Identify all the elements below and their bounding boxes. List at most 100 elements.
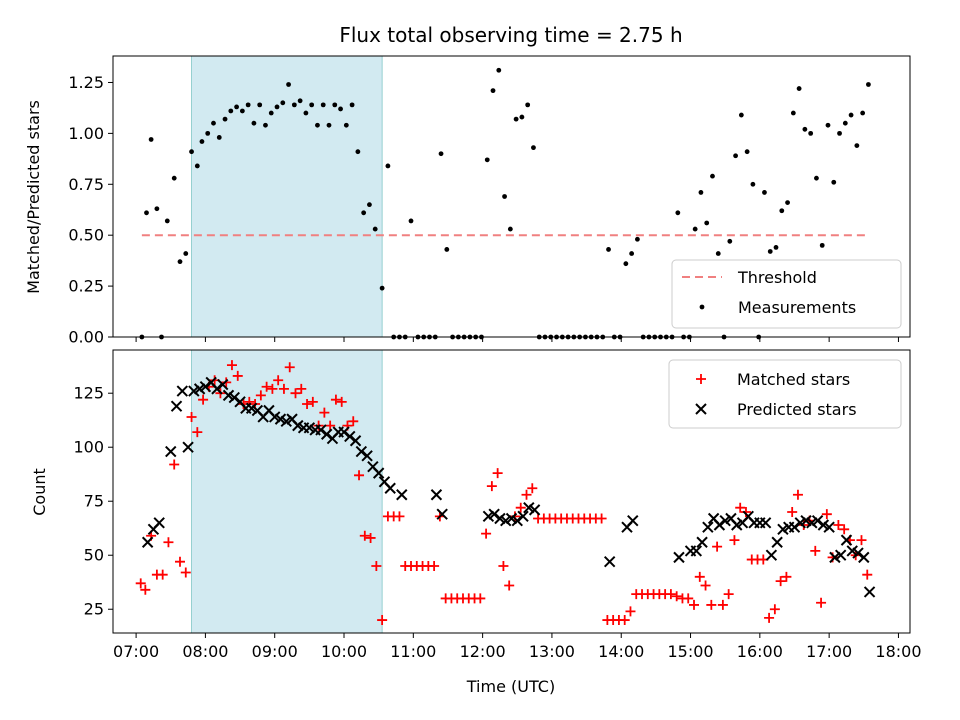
predicted-star-point <box>436 508 448 520</box>
matched-star-point <box>833 519 844 530</box>
bottom-y-tick-label: 50 <box>84 546 104 565</box>
measurement-point <box>837 130 842 136</box>
top-y-tick-label: 0.00 <box>68 328 104 347</box>
measurement-point <box>606 247 611 252</box>
top-y-tick-label: 1.00 <box>68 124 104 143</box>
measurement-point <box>291 102 297 108</box>
measurement-point <box>408 218 414 224</box>
measurement-point <box>144 210 149 216</box>
matched-star-point <box>486 481 497 492</box>
predicted-star-point <box>217 378 229 391</box>
matched-star-point <box>839 524 850 535</box>
matched-star-point <box>781 571 792 582</box>
matched-star-point <box>169 459 180 470</box>
legend-box <box>668 359 902 429</box>
matched-star-point <box>180 567 191 578</box>
bottom-y-tick-label: 100 <box>73 438 104 457</box>
measurement-point <box>183 251 189 256</box>
predicted-star-point <box>344 430 356 443</box>
matched-star-point <box>325 420 336 431</box>
bottom-x-tick-label: 17:00 <box>806 642 852 661</box>
predicted-star-point <box>211 383 223 395</box>
measurement-point <box>194 163 200 169</box>
bottom-x-tick-label: 09:00 <box>252 642 298 661</box>
matched-star-point <box>821 509 832 520</box>
matched-star-point <box>671 591 682 602</box>
bottom-axes-frame <box>112 349 911 634</box>
bottom-y-axis-label: Count <box>30 468 49 516</box>
matched-star-point <box>278 383 289 394</box>
predicted-star-point <box>788 521 801 533</box>
bottom-x-tick-label: 08:00 <box>182 642 228 661</box>
matched-star-point <box>163 537 174 548</box>
matched-star-point <box>284 362 295 373</box>
predicted-star-point <box>696 536 708 548</box>
predicted-star-point <box>182 441 194 453</box>
measurement-point <box>496 67 502 73</box>
matched-star-point <box>319 407 330 418</box>
matched-star-point <box>481 528 492 539</box>
legend-predicted-swatch <box>695 403 707 415</box>
measurement-point <box>154 206 160 212</box>
matched-star-point <box>625 606 636 617</box>
top-y-tick-label: 0.75 <box>68 175 104 194</box>
bottom-x-tick-label: 13:00 <box>529 642 575 661</box>
matched-star-point <box>261 381 272 392</box>
measurement-point <box>320 102 326 108</box>
matched-star-point <box>186 411 197 422</box>
matched-star-point <box>717 599 728 610</box>
matched-star-point <box>706 599 717 610</box>
matched-star-point <box>810 545 821 556</box>
matched-star-point <box>273 375 284 386</box>
measurement-point <box>303 110 309 116</box>
measurement-point <box>629 251 635 256</box>
measurement-point <box>773 245 779 250</box>
measurement-point <box>257 102 263 108</box>
predicted-star-point <box>858 551 870 564</box>
predicted-star-point <box>488 508 500 520</box>
predicted-star-point <box>176 385 189 397</box>
legend-measurements-swatch <box>699 304 705 310</box>
measurement-point <box>274 104 280 110</box>
measurement-point <box>848 112 854 118</box>
predicted-star-point <box>759 517 772 529</box>
measurement-point <box>367 202 372 208</box>
measurement-point <box>715 251 721 256</box>
measurement-point <box>164 218 170 224</box>
matched-star-point <box>596 513 607 524</box>
measurement-point <box>854 143 860 148</box>
measurement-point <box>623 261 629 267</box>
top-axes-frame <box>112 55 911 338</box>
matched-star-point <box>330 394 341 405</box>
bottom-y-tick-label: 25 <box>84 600 104 619</box>
measurement-point <box>825 122 831 128</box>
measurement-point <box>222 116 228 122</box>
measurement-point <box>263 122 268 128</box>
matched-star-point <box>267 383 278 394</box>
legend-predicted-label: Predicted stars <box>737 400 857 419</box>
measurement-point <box>802 126 808 132</box>
measurement-point <box>733 153 738 159</box>
measurement-point <box>692 226 698 232</box>
bottom-x-tick-label: 14:00 <box>598 642 644 661</box>
measurement-point <box>355 149 361 155</box>
measurement-point <box>531 145 536 151</box>
measurement-point <box>211 120 216 126</box>
predicted-star-point <box>320 428 333 440</box>
bottom-x-tick-label: 16:00 <box>737 642 783 661</box>
measurement-point <box>234 104 239 110</box>
measurement-point <box>199 139 205 144</box>
predicted-star-point <box>673 551 685 564</box>
predicted-star-point <box>840 534 853 546</box>
predicted-star-point <box>228 391 240 404</box>
measurement-point <box>525 102 531 108</box>
top-y-tick-label: 0.50 <box>68 226 104 245</box>
measurement-point <box>326 122 332 128</box>
matched-star-point <box>336 396 347 407</box>
predicted-star-point <box>361 450 373 462</box>
matched-star-point <box>729 535 740 546</box>
measurement-point <box>189 149 194 155</box>
measurement-point <box>635 236 640 242</box>
matched-star-point <box>492 468 503 479</box>
predicted-star-point <box>355 445 368 458</box>
